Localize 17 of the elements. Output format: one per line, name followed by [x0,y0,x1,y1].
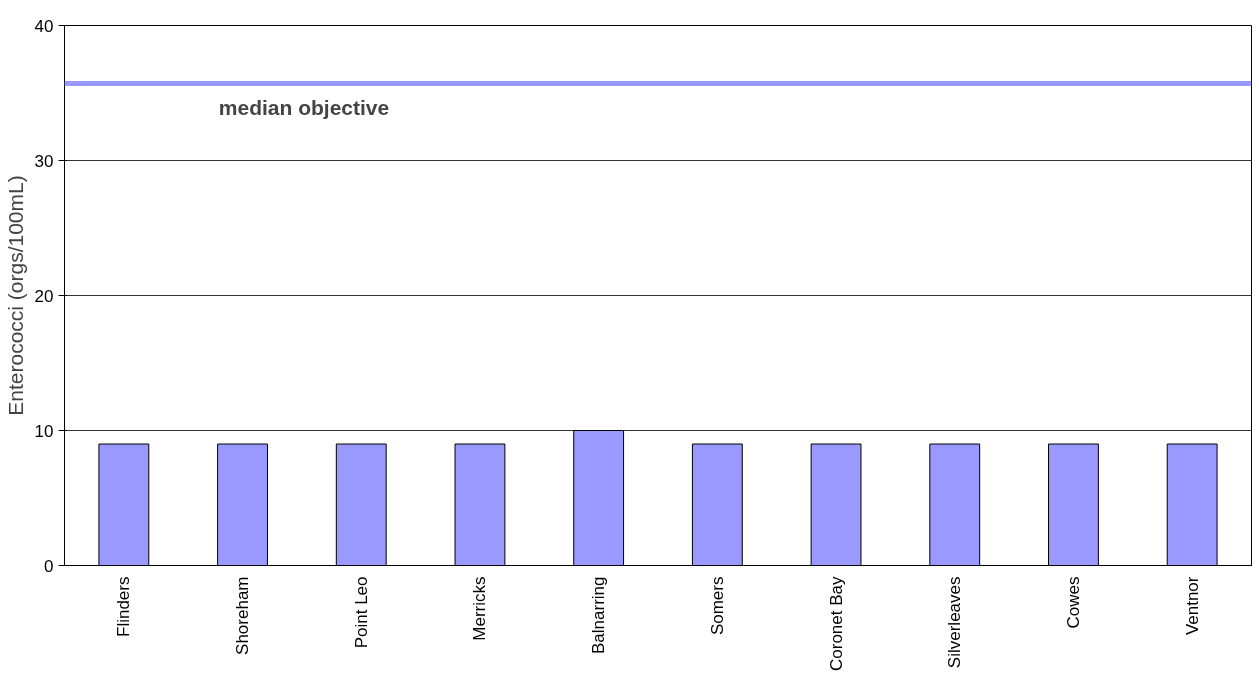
x-tick-label: Ventnor [1182,576,1202,636]
y-tick-label: 10 [34,421,54,441]
x-tick-label: Coronet Bay [826,576,846,671]
y-tick-label: 30 [34,151,54,171]
x-tick-label: Silverleaves [945,576,965,669]
x-tick-label: Cowes [1063,576,1083,629]
x-tick-label: Merricks [470,576,490,641]
y-tick-label: 20 [34,286,54,306]
y-tick-label: 0 [44,556,54,576]
y-tick-label: 40 [34,16,54,36]
x-tick-label: Somers [707,576,727,636]
x-tick-label: Balnarring [589,576,609,654]
x-tick-label: Point Leo [351,576,371,649]
y-axis-title: Enterococci (orgs/100mL) [3,175,27,416]
x-tick-label: Shoreham [233,576,253,655]
x-tick-label: Flinders [114,576,134,637]
ref-line-label: median objective [218,95,390,119]
